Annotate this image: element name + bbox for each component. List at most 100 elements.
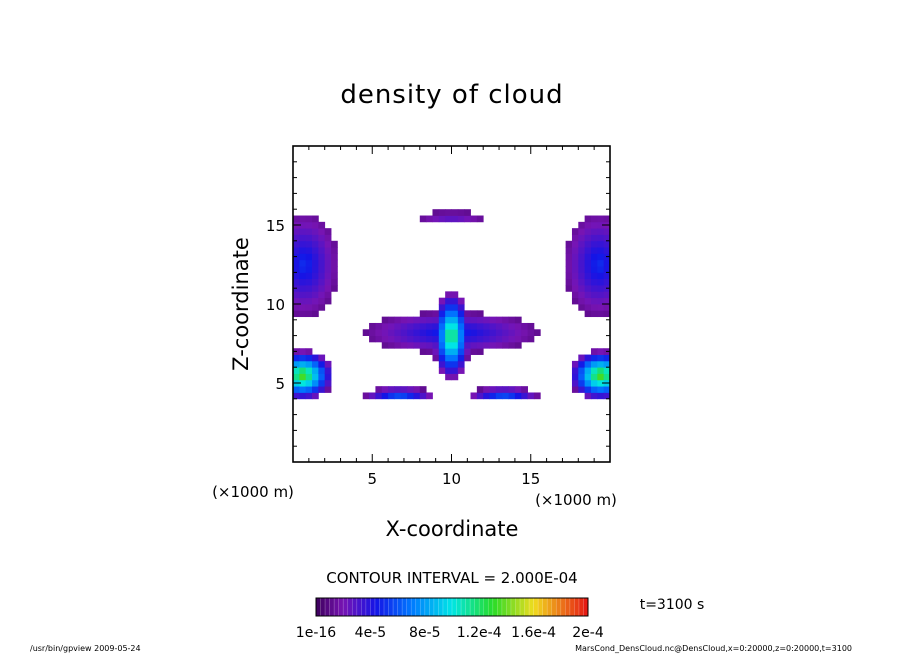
heatmap-cell xyxy=(299,272,307,280)
heatmap-cell xyxy=(407,316,414,324)
heatmap-cell xyxy=(508,322,516,330)
heatmap-cell xyxy=(597,240,605,248)
heatmap-cell xyxy=(578,278,586,286)
heatmap-cell xyxy=(293,215,300,223)
heatmap-cell xyxy=(324,278,332,286)
colorbar-label: 1e-16 xyxy=(296,625,336,641)
heatmap-cell xyxy=(324,272,332,280)
heatmap-cell xyxy=(305,247,313,254)
heatmap-cell xyxy=(476,341,484,349)
heatmap-cell xyxy=(565,259,573,267)
heatmap-cell xyxy=(305,215,313,223)
heatmap-cell xyxy=(470,329,478,336)
colorbar-segment xyxy=(429,598,435,616)
heatmap-cell xyxy=(381,322,389,330)
heatmap-cell xyxy=(451,360,459,368)
heatmap-cell xyxy=(470,341,478,349)
heatmap-cell xyxy=(419,392,427,400)
heatmap-cell xyxy=(578,354,586,362)
heatmap-cell xyxy=(318,373,326,381)
heatmap-cell xyxy=(470,348,478,355)
heatmap-cell xyxy=(438,297,446,305)
heatmap-cell xyxy=(312,373,319,381)
heatmap-cell xyxy=(324,253,332,261)
colorbar-segment xyxy=(352,598,358,616)
heatmap-cell xyxy=(590,291,598,299)
heatmap-cell xyxy=(312,367,319,374)
heatmap-cell xyxy=(318,266,326,273)
heatmap-cell xyxy=(312,354,319,362)
heatmap-cell xyxy=(375,329,383,336)
heatmap-cell xyxy=(584,373,592,381)
heatmap-cell xyxy=(571,297,579,305)
heatmap-cell xyxy=(514,322,522,330)
heatmap-cell xyxy=(394,316,402,324)
heatmap-cell xyxy=(590,304,598,311)
heatmap-cell xyxy=(578,291,586,299)
heatmap-cell xyxy=(299,386,307,393)
heatmap-cell xyxy=(305,278,313,286)
heatmap-cell xyxy=(426,348,433,355)
heatmap-cell xyxy=(489,386,497,393)
heatmap-cell xyxy=(457,297,465,305)
heatmap-cell xyxy=(590,379,598,387)
colorbar-segment xyxy=(524,598,530,616)
heatmap-cell xyxy=(394,341,402,349)
heatmap-cell xyxy=(508,316,516,324)
heatmap-cell xyxy=(584,310,592,318)
heatmap-cell xyxy=(584,285,592,292)
heatmap-cell xyxy=(331,278,338,286)
heatmap-cell xyxy=(597,386,605,393)
heatmap-cell xyxy=(457,209,465,216)
heatmap-cell xyxy=(571,386,579,393)
heatmap-cell xyxy=(457,316,465,324)
heatmap-cell xyxy=(419,341,427,349)
heatmap-cell xyxy=(312,266,319,273)
heatmap-cell xyxy=(457,348,465,355)
heatmap-cell xyxy=(464,329,471,336)
colorbar-segment xyxy=(515,598,521,616)
heatmap-cell xyxy=(299,392,307,400)
heatmap-cell xyxy=(603,310,611,318)
heatmap-cell xyxy=(381,392,389,400)
heatmap-cell xyxy=(299,367,307,374)
heatmap-cell xyxy=(584,291,592,299)
heatmap-cell xyxy=(299,360,307,368)
heatmap-cell xyxy=(470,215,478,223)
heatmap-cell xyxy=(293,310,300,318)
heatmap-cell xyxy=(489,322,497,330)
heatmap-cell xyxy=(445,360,452,368)
heatmap-cell xyxy=(331,272,338,280)
heatmap-cell xyxy=(502,316,509,324)
heatmap-cell xyxy=(305,221,313,229)
x-tick-label: 15 xyxy=(521,470,540,488)
heatmap-cell xyxy=(590,234,598,242)
heatmap-cell xyxy=(578,272,586,280)
heatmap-cell xyxy=(318,247,326,254)
colorbar-segment xyxy=(384,598,389,616)
heatmap-cell xyxy=(451,304,459,311)
colorbar-segment xyxy=(542,598,548,616)
heatmap-cell xyxy=(293,234,300,242)
heatmap-cell xyxy=(584,360,592,368)
heatmap-cell xyxy=(324,291,332,299)
heatmap-cell xyxy=(312,297,319,305)
heatmap-cell xyxy=(413,335,421,343)
footer-left: /usr/bin/gpview 2009-05-24 xyxy=(30,644,141,653)
colorbar-segment xyxy=(325,598,330,616)
heatmap-cell xyxy=(508,335,516,343)
heatmap-cell xyxy=(603,234,611,242)
heatmap-cell xyxy=(375,335,383,343)
heatmap-cell xyxy=(457,310,465,318)
heatmap-cell xyxy=(312,285,319,292)
heatmap-cell xyxy=(324,259,332,267)
heatmap-cell xyxy=(457,215,465,223)
heatmap-cell xyxy=(521,329,528,336)
colorbar-segment xyxy=(320,598,326,616)
colorbar-segment xyxy=(497,598,503,616)
heatmap-cell xyxy=(305,234,313,242)
heatmap-cell xyxy=(419,316,427,324)
heatmap-cell xyxy=(578,285,586,292)
heatmap-cell xyxy=(369,335,376,343)
colorbar-segment xyxy=(474,598,480,616)
